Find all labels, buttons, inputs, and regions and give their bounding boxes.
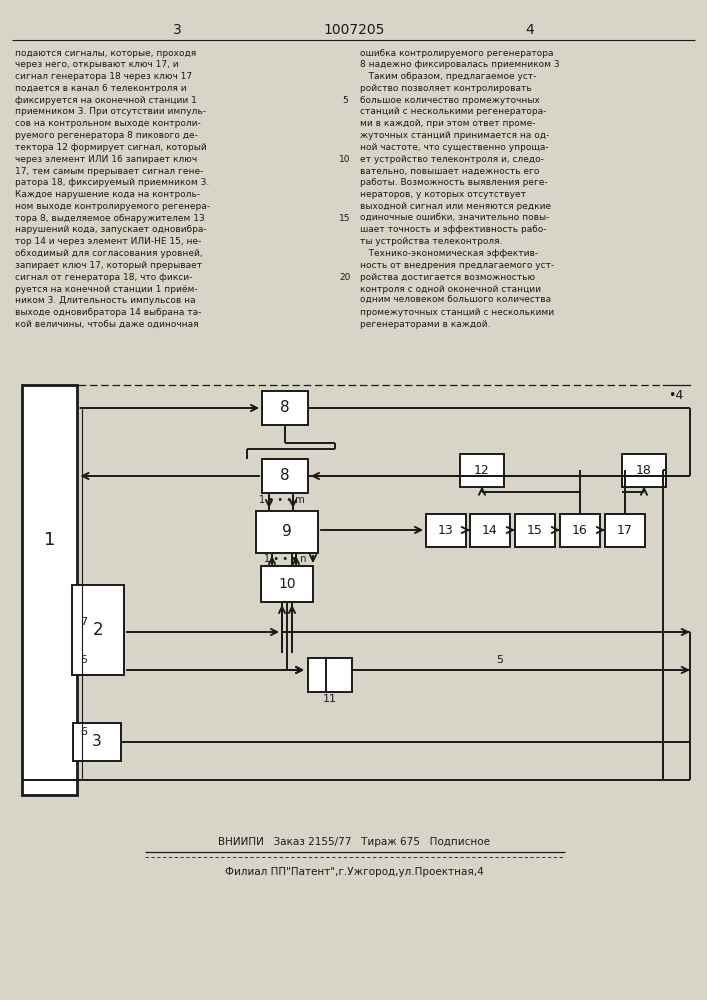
Text: через элемент ИЛИ 16 запирает ключ: через элемент ИЛИ 16 запирает ключ — [15, 155, 197, 164]
Bar — [308, 658, 334, 692]
Bar — [460, 454, 504, 487]
Text: 17: 17 — [617, 524, 633, 536]
Text: ником 3. Длительность импульсов на: ником 3. Длительность импульсов на — [15, 296, 196, 305]
Text: 2: 2 — [93, 621, 103, 639]
Text: 1 • • • n: 1 • • • n — [264, 554, 306, 564]
Text: работы. Возможность выявления реге-: работы. Возможность выявления реге- — [360, 178, 548, 187]
Text: выходе одновибратора 14 выбрана та-: выходе одновибратора 14 выбрана та- — [15, 308, 201, 317]
Bar — [326, 658, 352, 692]
Text: сигнал генератора 18 через ключ 17: сигнал генератора 18 через ключ 17 — [15, 72, 192, 81]
Text: ты устройства телеконтроля.: ты устройства телеконтроля. — [360, 237, 503, 246]
Text: руется на конечной станции 1 приём-: руется на конечной станции 1 приём- — [15, 284, 198, 294]
Text: Таким образом, предлагаемое уст-: Таким образом, предлагаемое уст- — [360, 72, 537, 81]
Text: ратора 18, фиксируемый приемником 3.: ратора 18, фиксируемый приемником 3. — [15, 178, 209, 187]
Text: 8: 8 — [280, 400, 290, 416]
Bar — [262, 459, 308, 493]
Bar — [262, 391, 308, 425]
Text: 11: 11 — [323, 694, 337, 704]
Text: выходной сигнал или меняются редкие: выходной сигнал или меняются редкие — [360, 202, 551, 211]
Bar — [23, 385, 78, 795]
Text: ошибка контролируемого регенератора: ошибка контролируемого регенератора — [360, 48, 554, 57]
Text: 13: 13 — [438, 524, 454, 536]
Text: ной частоте, что существенно упроща-: ной частоте, что существенно упроща- — [360, 143, 549, 152]
Text: ном выходе контролируемого регенера-: ном выходе контролируемого регенера- — [15, 202, 210, 211]
Text: 5: 5 — [342, 96, 348, 105]
Text: контроля с одной оконечной станции: контроля с одной оконечной станции — [360, 284, 541, 294]
Text: Каждое нарушение кода на контроль-: Каждое нарушение кода на контроль- — [15, 190, 200, 199]
Text: обходимый для согласования уровней,: обходимый для согласования уровней, — [15, 249, 203, 258]
Text: тор 14 и через элемент ИЛИ-НЕ 15, не-: тор 14 и через элемент ИЛИ-НЕ 15, не- — [15, 237, 201, 246]
Text: фиксируется на оконечной станции 1: фиксируется на оконечной станции 1 — [15, 96, 197, 105]
Text: •4: •4 — [668, 389, 683, 402]
Text: Филиал ПП"Патент",г.Ужгород,ул.Проектная,4: Филиал ПП"Патент",г.Ужгород,ул.Проектная… — [225, 867, 484, 877]
Text: подаются сигналы, которые, проходя: подаются сигналы, которые, проходя — [15, 48, 197, 57]
Text: через него, открывают ключ 17, и: через него, открывают ключ 17, и — [15, 60, 179, 69]
Text: ность от внедрения предлагаемого уст-: ность от внедрения предлагаемого уст- — [360, 261, 554, 270]
Text: 1007205: 1007205 — [323, 23, 385, 37]
Text: 1 • • • m: 1 • • • m — [259, 495, 305, 505]
Text: 10: 10 — [278, 577, 296, 591]
Text: регенераторами в каждой.: регенераторами в каждой. — [360, 320, 491, 329]
Text: 18: 18 — [636, 464, 652, 477]
Text: ройство позволяет контролировать: ройство позволяет контролировать — [360, 84, 532, 93]
Bar — [426, 514, 466, 546]
Text: сов на контрольном выходе контроли-: сов на контрольном выходе контроли- — [15, 119, 201, 128]
Bar — [261, 566, 313, 602]
Text: промежуточных станций с несколькими: промежуточных станций с несколькими — [360, 308, 554, 317]
Text: сигнал от генератора 18, что фикси-: сигнал от генератора 18, что фикси- — [15, 273, 192, 282]
Text: 16: 16 — [572, 524, 588, 536]
Bar — [470, 514, 510, 546]
Text: 6: 6 — [81, 727, 88, 737]
Bar — [605, 514, 645, 546]
Text: кой величины, чтобы даже одиночная: кой величины, чтобы даже одиночная — [15, 320, 199, 329]
Text: 14: 14 — [482, 524, 498, 536]
Bar — [622, 454, 666, 487]
Text: станций с несколькими регенератора-: станций с несколькими регенератора- — [360, 107, 547, 116]
Bar — [256, 511, 318, 553]
Text: одиночные ошибки, значительно повы-: одиночные ошибки, значительно повы- — [360, 214, 549, 223]
Text: 9: 9 — [282, 524, 292, 540]
Text: 12: 12 — [474, 464, 490, 477]
Text: ройства достигается возможностью: ройства достигается возможностью — [360, 273, 535, 282]
Text: 1: 1 — [45, 531, 56, 549]
Bar — [73, 723, 121, 761]
Text: руемого регенератора 8 пикового де-: руемого регенератора 8 пикового де- — [15, 131, 198, 140]
Text: 5: 5 — [81, 655, 88, 665]
Text: большое количество промежуточных: большое количество промежуточных — [360, 96, 540, 105]
Text: нераторов, у которых отсутствует: нераторов, у которых отсутствует — [360, 190, 526, 199]
Text: вательно, повышает надежность его: вательно, повышает надежность его — [360, 166, 539, 176]
Text: приемником 3. При отсутствии импуль-: приемником 3. При отсутствии импуль- — [15, 107, 206, 116]
Text: 7: 7 — [81, 617, 88, 627]
Text: 8: 8 — [280, 468, 290, 484]
Text: подается в канал 6 телеконтроля и: подается в канал 6 телеконтроля и — [15, 84, 187, 93]
Text: тектора 12 формирует сигнал, который: тектора 12 формирует сигнал, который — [15, 143, 206, 152]
Text: 15: 15 — [339, 214, 351, 223]
Text: 20: 20 — [339, 273, 351, 282]
Text: запирает ключ 17, который прерывает: запирает ключ 17, который прерывает — [15, 261, 202, 270]
Text: 10: 10 — [339, 155, 351, 164]
Bar — [72, 585, 124, 675]
Text: 8 надежно фиксировалась приемником 3: 8 надежно фиксировалась приемником 3 — [360, 60, 560, 69]
Text: 17, тем самым прерывает сигнал гене-: 17, тем самым прерывает сигнал гене- — [15, 166, 204, 176]
Text: 15: 15 — [527, 524, 543, 536]
Text: тора 8, выделяемое обнаружителем 13: тора 8, выделяемое обнаружителем 13 — [15, 214, 205, 223]
Text: нарушений кода, запускает одновибра-: нарушений кода, запускает одновибра- — [15, 226, 206, 234]
Text: 5: 5 — [496, 655, 503, 665]
Text: шает точность и эффективность рабо-: шает точность и эффективность рабо- — [360, 226, 547, 234]
Text: ВНИИПИ   Заказ 2155/77   Тираж 675   Подписное: ВНИИПИ Заказ 2155/77 Тираж 675 Подписное — [218, 837, 490, 847]
Text: 4: 4 — [525, 23, 534, 37]
Text: 3: 3 — [173, 23, 182, 37]
Text: ми в каждой, при этом ответ проме-: ми в каждой, при этом ответ проме- — [360, 119, 535, 128]
Text: 3: 3 — [92, 734, 102, 750]
Text: жуточных станций принимается на од-: жуточных станций принимается на од- — [360, 131, 549, 140]
Text: ет устройство телеконтроля и, следо-: ет устройство телеконтроля и, следо- — [360, 155, 544, 164]
Bar — [515, 514, 555, 546]
Text: одним человеком большого количества: одним человеком большого количества — [360, 296, 551, 305]
Bar — [560, 514, 600, 546]
Text: Технико-экономическая эффектив-: Технико-экономическая эффектив- — [360, 249, 538, 258]
